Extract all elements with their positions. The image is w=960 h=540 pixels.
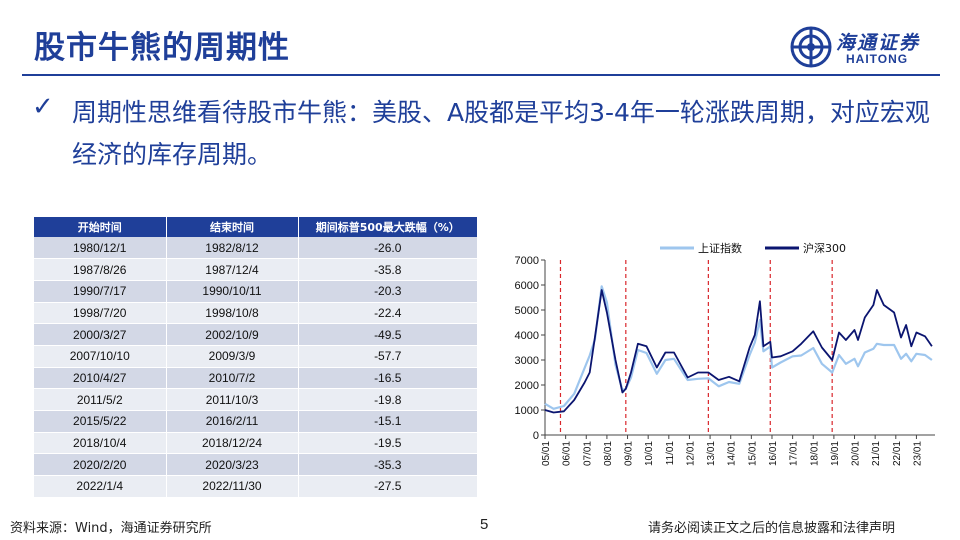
x-tick-label: 13/01 xyxy=(706,441,717,466)
cell-max-drop: -19.8 xyxy=(298,388,478,411)
cell-end-date: 2018/12/24 xyxy=(166,432,299,455)
legend-label: 上证指数 xyxy=(698,241,742,255)
y-tick-label: 7000 xyxy=(515,255,539,267)
table-row: 1990/7/17 1990/10/11 -20.3 xyxy=(34,280,478,303)
cell-start-date: 1987/8/26 xyxy=(34,258,167,281)
y-tick-label: 0 xyxy=(533,430,539,442)
cell-start-date: 1980/12/1 xyxy=(34,237,167,260)
cell-start-date: 2015/5/22 xyxy=(34,410,167,433)
cell-max-drop: -57.7 xyxy=(298,345,478,368)
y-tick-label: 1000 xyxy=(515,405,539,417)
cell-max-drop: -22.4 xyxy=(298,302,478,325)
title-rule xyxy=(22,74,940,76)
cell-start-date: 2020/2/20 xyxy=(34,453,167,477)
cell-end-date: 2016/2/11 xyxy=(166,410,299,433)
haitong-logo-icon xyxy=(790,26,832,68)
x-tick-label: 20/01 xyxy=(851,441,862,466)
cell-max-drop: -19.5 xyxy=(298,432,478,455)
y-tick-label: 6000 xyxy=(515,280,539,292)
cell-max-drop: -27.5 xyxy=(298,475,478,498)
index-line-chart: 0 1000 2000 3000 4000 5000 6000 7000 05/01 06/01 0… xyxy=(515,241,935,466)
cell-max-drop: -26.0 xyxy=(298,237,478,260)
col-header-drop: 期间标普500最大跌幅（%） xyxy=(298,217,478,237)
x-tick-label: 08/01 xyxy=(603,441,614,466)
cell-start-date: 1990/7/17 xyxy=(34,280,167,303)
series-line-csi300 xyxy=(544,289,933,414)
table-row: 2018/10/4 2018/12/24 -19.5 xyxy=(34,432,478,455)
table-row: 2015/5/22 2016/2/11 -15.1 xyxy=(34,410,478,433)
table-row: 2020/2/20 2020/3/23 -35.3 xyxy=(34,453,478,477)
cell-max-drop: -49.5 xyxy=(298,323,478,346)
cell-start-date: 2011/5/2 xyxy=(34,388,167,411)
cell-start-date: 2010/4/27 xyxy=(34,367,167,390)
cell-end-date: 1987/12/4 xyxy=(166,258,299,281)
sp500-drawdown-table: 开始时间 结束时间 期间标普500最大跌幅（%） 1980/12/1 1982/8… xyxy=(34,217,478,498)
y-tick-label: 4000 xyxy=(515,330,539,342)
logo-english-name: HAITONG xyxy=(846,52,909,66)
table-row: 2011/5/2 2011/10/3 -19.8 xyxy=(34,388,478,411)
x-tick-label: 14/01 xyxy=(727,441,738,466)
x-tick-label: 07/01 xyxy=(582,441,593,466)
x-tick-label: 15/01 xyxy=(747,441,758,466)
legend-label: 沪深300 xyxy=(803,241,846,255)
page-title: 股市牛熊的周期性 xyxy=(34,30,290,66)
cell-max-drop: -35.8 xyxy=(298,258,478,281)
cell-end-date: 2020/3/23 xyxy=(166,453,299,477)
check-icon: ✓ xyxy=(32,92,54,122)
x-tick-label: 23/01 xyxy=(912,441,923,466)
cell-start-date: 2022/1/4 xyxy=(34,475,167,498)
table-row: 1987/8/26 1987/12/4 -35.8 xyxy=(34,258,478,281)
table-row: 2007/10/10 2009/3/9 -57.7 xyxy=(34,345,478,368)
x-tick-label: 17/01 xyxy=(789,441,800,466)
x-tick-label: 05/01 xyxy=(541,441,552,466)
cell-end-date: 2009/3/9 xyxy=(166,345,299,368)
x-tick-label: 09/01 xyxy=(624,441,635,466)
cell-max-drop: -35.3 xyxy=(298,453,478,477)
cell-start-date: 2018/10/4 xyxy=(34,432,167,455)
cell-end-date: 2010/7/2 xyxy=(166,367,299,390)
cell-end-date: 2022/11/30 xyxy=(166,475,299,498)
x-tick-label: 12/01 xyxy=(685,441,696,466)
cell-start-date: 2007/10/10 xyxy=(34,345,167,368)
source-note: 资料来源：Wind，海通证券研究所 xyxy=(10,521,212,536)
cell-start-date: 2000/3/27 xyxy=(34,323,167,346)
col-header-start: 开始时间 xyxy=(34,217,167,237)
cell-max-drop: -15.1 xyxy=(298,410,478,433)
table-row: 1980/12/1 1982/8/12 -26.0 xyxy=(34,237,478,260)
table-header-row: 开始时间 结束时间 期间标普500最大跌幅（%） xyxy=(34,217,478,237)
y-tick-label: 5000 xyxy=(515,305,539,317)
cell-end-date: 1990/10/11 xyxy=(166,280,299,303)
y-tick-label: 3000 xyxy=(515,355,539,367)
cell-end-date: 1998/10/8 xyxy=(166,302,299,325)
col-header-end: 结束时间 xyxy=(166,217,299,237)
x-tick-label: 06/01 xyxy=(562,441,573,466)
cell-end-date: 2011/10/3 xyxy=(166,388,299,411)
x-tick-label: 19/01 xyxy=(830,441,841,466)
cell-end-date: 2002/10/9 xyxy=(166,323,299,346)
table-row: 2022/1/4 2022/11/30 -27.5 xyxy=(34,475,478,498)
x-tick-label: 16/01 xyxy=(768,441,779,466)
haitong-logo: 海通证券 HAITONG xyxy=(790,26,940,68)
x-tick-label: 10/01 xyxy=(644,441,655,466)
x-tick-label: 11/01 xyxy=(665,441,676,466)
x-tick-label: 21/01 xyxy=(871,441,882,466)
table-row: 1998/7/20 1998/10/8 -22.4 xyxy=(34,302,478,325)
logo-chinese-name: 海通证券 xyxy=(836,32,921,54)
table-row: 2010/4/27 2010/7/2 -16.5 xyxy=(34,367,478,390)
key-point-text: 周期性思维看待股市牛熊：美股、A股都是平均3-4年一轮涨跌周期，对应宏观经济的库… xyxy=(72,98,930,169)
page-number: 5 xyxy=(480,516,489,533)
table-row: 2000/3/27 2002/10/9 -49.5 xyxy=(34,323,478,346)
x-tick-label: 18/01 xyxy=(809,441,820,466)
table-body: 1980/12/1 1982/8/12 -26.0 1987/8/26 1987/12/… xyxy=(34,237,478,498)
cell-end-date: 1982/8/12 xyxy=(166,237,299,260)
y-tick-label: 2000 xyxy=(515,380,539,392)
cell-start-date: 1998/7/20 xyxy=(34,302,167,325)
cell-max-drop: -16.5 xyxy=(298,367,478,390)
cell-max-drop: -20.3 xyxy=(298,280,478,303)
x-tick-label: 22/01 xyxy=(892,441,903,466)
disclaimer: 请务必阅读正文之后的信息披露和法律声明 xyxy=(648,521,896,536)
